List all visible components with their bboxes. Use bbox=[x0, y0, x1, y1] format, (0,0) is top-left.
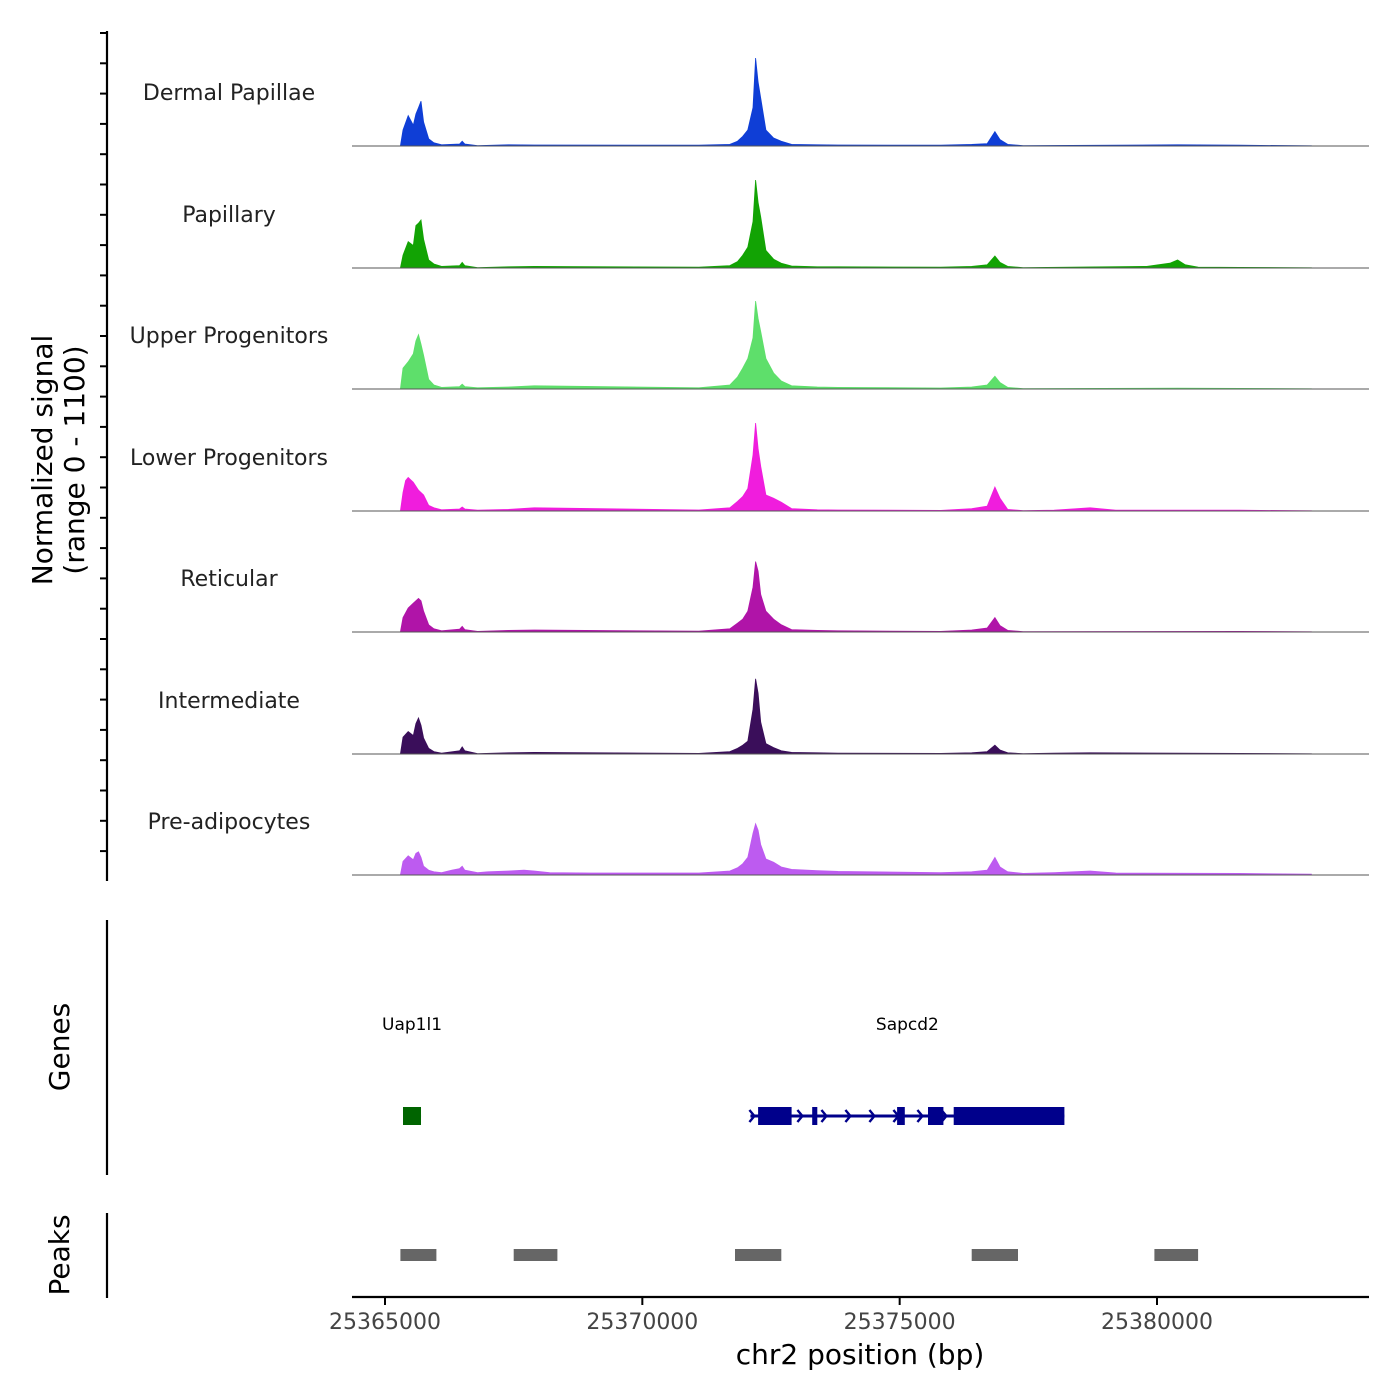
x-tick-label: 25380000 bbox=[1101, 1310, 1213, 1335]
exon bbox=[758, 1107, 792, 1125]
strand-arrow bbox=[868, 1109, 876, 1123]
track-label: Reticular bbox=[180, 567, 278, 592]
y-axis-label-line1: Normalized signal bbox=[26, 335, 59, 586]
y-axis-label-line2: (range 0 - 1100) bbox=[58, 345, 91, 574]
x-tick-label: 25375000 bbox=[844, 1310, 956, 1335]
signal-area bbox=[399, 822, 1312, 876]
peaks-track bbox=[400, 1249, 1199, 1261]
genes-track: Uap1l1 Sapcd2 bbox=[382, 1015, 1065, 1125]
track-label: Upper Progenitors bbox=[130, 324, 329, 349]
track-reticular: Reticular bbox=[180, 561, 1369, 633]
peak bbox=[513, 1249, 558, 1261]
x-axis-ticks: 25365000 25370000 25375000 25380000 bbox=[329, 1297, 1213, 1335]
signal-area bbox=[399, 57, 1312, 147]
strand-arrow bbox=[748, 1109, 756, 1123]
exon bbox=[812, 1107, 818, 1125]
track-label: Dermal Papillae bbox=[143, 81, 315, 106]
track-label: Intermediate bbox=[158, 689, 300, 714]
strand-arrow bbox=[916, 1109, 924, 1123]
peak bbox=[971, 1249, 1018, 1261]
genes-track-label: Genes bbox=[43, 1003, 76, 1091]
track-papillary: Papillary bbox=[182, 179, 1369, 269]
signal-tracks: Dermal Papillae Papillary Upper Progenitor… bbox=[130, 57, 1369, 876]
peaks-track-label: Peaks bbox=[43, 1214, 76, 1295]
track-intermediate: Intermediate bbox=[158, 678, 1369, 755]
track-label: Pre-adipocytes bbox=[148, 810, 311, 835]
track-label: Papillary bbox=[182, 203, 276, 228]
exon bbox=[928, 1107, 944, 1125]
peak bbox=[400, 1249, 437, 1261]
signal-area bbox=[399, 422, 1312, 512]
gene-label: Sapcd2 bbox=[876, 1015, 939, 1035]
track-lower-progenitors: Lower Progenitors bbox=[130, 422, 1369, 512]
signal-area bbox=[399, 300, 1312, 390]
signal-y-ticks bbox=[100, 32, 107, 853]
track-pre-adipocytes: Pre-adipocytes bbox=[148, 810, 1369, 876]
gene-sapcd2: Sapcd2 bbox=[748, 1015, 1065, 1125]
x-tick-label: 25370000 bbox=[586, 1310, 698, 1335]
exon bbox=[897, 1107, 905, 1125]
track-label: Lower Progenitors bbox=[130, 446, 328, 471]
gene-uap1l1: Uap1l1 bbox=[382, 1015, 442, 1125]
exon bbox=[403, 1107, 421, 1125]
track-upper-progenitors: Upper Progenitors bbox=[130, 300, 1369, 390]
peak bbox=[1154, 1249, 1199, 1261]
gene-label: Uap1l1 bbox=[382, 1015, 442, 1035]
signal-area bbox=[399, 561, 1312, 633]
signal-area bbox=[399, 179, 1312, 269]
x-tick-label: 25365000 bbox=[329, 1310, 441, 1335]
strand-arrow bbox=[796, 1109, 804, 1123]
strand-arrow bbox=[844, 1109, 852, 1123]
signal-area bbox=[399, 678, 1312, 755]
peak bbox=[735, 1249, 782, 1261]
track-dermal-papillae: Dermal Papillae bbox=[143, 57, 1369, 147]
exon bbox=[953, 1107, 1065, 1125]
x-axis-label: chr2 position (bp) bbox=[736, 1338, 985, 1371]
strand-arrow bbox=[820, 1109, 828, 1123]
